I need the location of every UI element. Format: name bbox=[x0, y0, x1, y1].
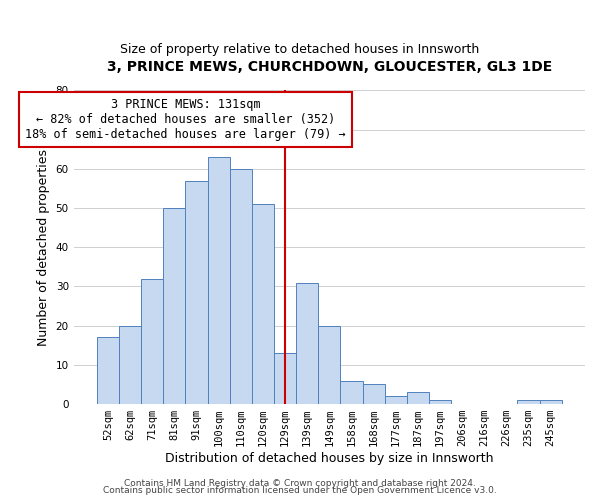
Bar bbox=[274, 353, 296, 404]
Y-axis label: Number of detached properties: Number of detached properties bbox=[37, 149, 50, 346]
Bar bbox=[97, 338, 119, 404]
Bar bbox=[385, 396, 407, 404]
Bar bbox=[429, 400, 451, 404]
Bar bbox=[340, 380, 362, 404]
Text: 3 PRINCE MEWS: 131sqm
← 82% of detached houses are smaller (352)
18% of semi-det: 3 PRINCE MEWS: 131sqm ← 82% of detached … bbox=[25, 98, 346, 142]
Bar bbox=[517, 400, 539, 404]
Bar bbox=[208, 157, 230, 404]
Bar bbox=[185, 180, 208, 404]
Text: Contains HM Land Registry data © Crown copyright and database right 2024.: Contains HM Land Registry data © Crown c… bbox=[124, 478, 476, 488]
Bar bbox=[296, 282, 318, 404]
Text: Contains public sector information licensed under the Open Government Licence v3: Contains public sector information licen… bbox=[103, 486, 497, 495]
Bar bbox=[163, 208, 185, 404]
X-axis label: Distribution of detached houses by size in Innsworth: Distribution of detached houses by size … bbox=[165, 452, 494, 465]
Bar bbox=[407, 392, 429, 404]
Bar bbox=[539, 400, 562, 404]
Bar bbox=[318, 326, 340, 404]
Bar bbox=[362, 384, 385, 404]
Bar bbox=[119, 326, 141, 404]
Text: Size of property relative to detached houses in Innsworth: Size of property relative to detached ho… bbox=[121, 42, 479, 56]
Bar bbox=[252, 204, 274, 404]
Bar bbox=[230, 169, 252, 404]
Bar bbox=[141, 278, 163, 404]
Title: 3, PRINCE MEWS, CHURCHDOWN, GLOUCESTER, GL3 1DE: 3, PRINCE MEWS, CHURCHDOWN, GLOUCESTER, … bbox=[107, 60, 552, 74]
